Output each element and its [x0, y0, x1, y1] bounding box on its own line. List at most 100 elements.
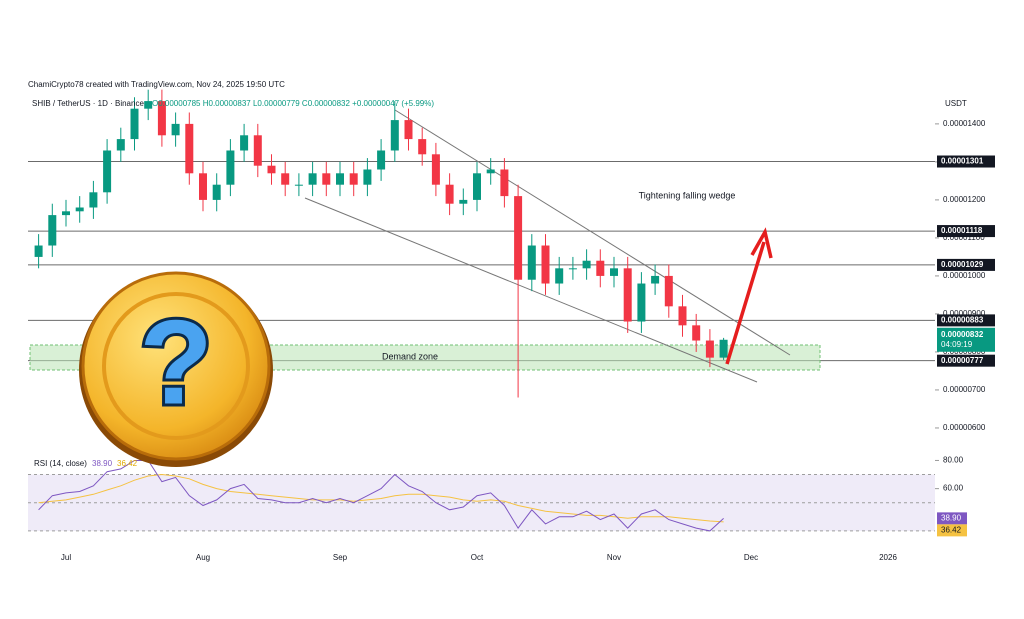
candle-body: [705, 340, 714, 358]
candle-body: [623, 268, 632, 322]
level-tag-label: 0.00000777: [941, 356, 984, 365]
rsi-tag-label: 38.90: [941, 513, 962, 522]
candle-body: [34, 245, 43, 257]
last-price-tag: [937, 327, 995, 352]
candle-body: [144, 101, 153, 109]
level-tag-label: 0.00001029: [941, 260, 984, 269]
candle-body: [692, 325, 701, 341]
demand-label: Demand zone: [382, 351, 438, 361]
candle-body: [212, 184, 221, 200]
ohlc: O0.00000785 H0.00000837 L0.00000779 C0.0…: [152, 99, 434, 108]
countdown: 04:09:19: [941, 340, 973, 349]
target-arrow: [725, 241, 766, 365]
y-tick-label: 0.00000700: [943, 385, 986, 394]
rsi-tick-label: 80.00: [943, 456, 964, 465]
x-tick-label: Oct: [471, 553, 484, 562]
candle-body: [199, 173, 207, 200]
candle-body: [377, 150, 386, 170]
candle-body: [103, 150, 112, 193]
arrow-head: [750, 227, 773, 259]
level-tag: [937, 314, 995, 327]
wedge-lower: [304, 197, 758, 383]
x-tick-label: 2026: [879, 553, 897, 562]
candle-body: [582, 260, 591, 269]
x-tick-label: Sep: [333, 553, 348, 562]
coin-face: [81, 271, 271, 461]
candle-body: [514, 196, 523, 280]
rsi-tick-label: 60.00: [943, 484, 964, 493]
candle-body: [308, 173, 317, 185]
candle-body: [527, 245, 536, 280]
level-tag-label: 0.00000883: [941, 316, 984, 325]
candle-body: [719, 339, 728, 358]
candle-body: [596, 260, 605, 276]
level-tag: [937, 354, 995, 367]
candle-body: [651, 275, 660, 284]
candle-body: [349, 173, 358, 185]
candle-body: [62, 211, 70, 216]
credit: ChamiCrypto78 created with TradingView.c…: [28, 80, 285, 89]
candle-body: [363, 169, 372, 185]
candle-body: [171, 123, 180, 136]
y-tick-label: 0.00001000: [943, 271, 986, 280]
rsi-legend-value: 38.90: [92, 459, 113, 468]
y-tick-label: 0.00001400: [943, 119, 986, 128]
coin-question: ?: [139, 296, 212, 430]
candle-body: [445, 184, 454, 204]
candle-body: [404, 120, 413, 140]
coin: ?: [79, 271, 273, 467]
candle-body: [610, 268, 618, 276]
level-tag: [937, 258, 995, 271]
candle-body: [130, 108, 139, 140]
candle-body: [281, 173, 290, 185]
candle-body: [664, 275, 673, 307]
rsi-ma-tag-label: 36.42: [941, 525, 962, 534]
level-tag-label: 0.00001118: [941, 226, 983, 235]
x-tick-label: Aug: [196, 553, 210, 562]
candle-body: [185, 123, 194, 174]
level-tag: [937, 225, 995, 238]
level-tag-label: 0.00001301: [941, 157, 984, 166]
x-tick-label: Nov: [607, 553, 621, 562]
candle-body: [568, 268, 577, 270]
candle-body: [89, 192, 98, 208]
candle-body: [267, 165, 276, 174]
candle-body: [418, 139, 427, 155]
candle-body: [253, 135, 262, 166]
candle-body: [157, 101, 166, 136]
rsi-ma-tag: [937, 524, 967, 537]
rsi-title: RSI (14, close): [34, 459, 87, 468]
wedge-upper: [394, 109, 791, 356]
wedge-label: Tightening falling wedge: [639, 190, 736, 200]
rsi-line: [38, 460, 724, 532]
candle-body: [116, 139, 125, 151]
candle-body: [541, 245, 550, 284]
x-tick-label: Jul: [61, 553, 71, 562]
candle-body: [486, 169, 495, 174]
candle-body: [75, 207, 84, 212]
candle-body: [473, 173, 481, 200]
last-price-label: 0.00000832: [941, 330, 984, 339]
candle-body: [500, 169, 509, 197]
candle-body: [637, 283, 646, 322]
level-tag: [937, 155, 995, 168]
x-tick-label: Dec: [744, 553, 758, 562]
candle-body: [459, 199, 468, 204]
candle-body: [555, 268, 564, 284]
rsi-tag: [937, 512, 967, 525]
candle-body: [226, 150, 235, 185]
y-tick-label: 0.00000600: [943, 423, 986, 432]
y-tick-label: 0.00001100: [943, 233, 985, 242]
y-tick-label: 0.00000900: [943, 309, 986, 318]
candle-body: [431, 154, 440, 185]
candle-body: [240, 135, 249, 151]
candle-body: [322, 173, 331, 185]
coin-inner-ring: [102, 292, 250, 440]
rsi-ma-legend-value: 36.42: [117, 459, 138, 468]
candle-body: [48, 215, 57, 246]
candle-body: [678, 306, 687, 326]
candle-body: [294, 184, 303, 186]
candle-body: [336, 173, 344, 185]
y-tick-label: 0.00001200: [943, 195, 986, 204]
